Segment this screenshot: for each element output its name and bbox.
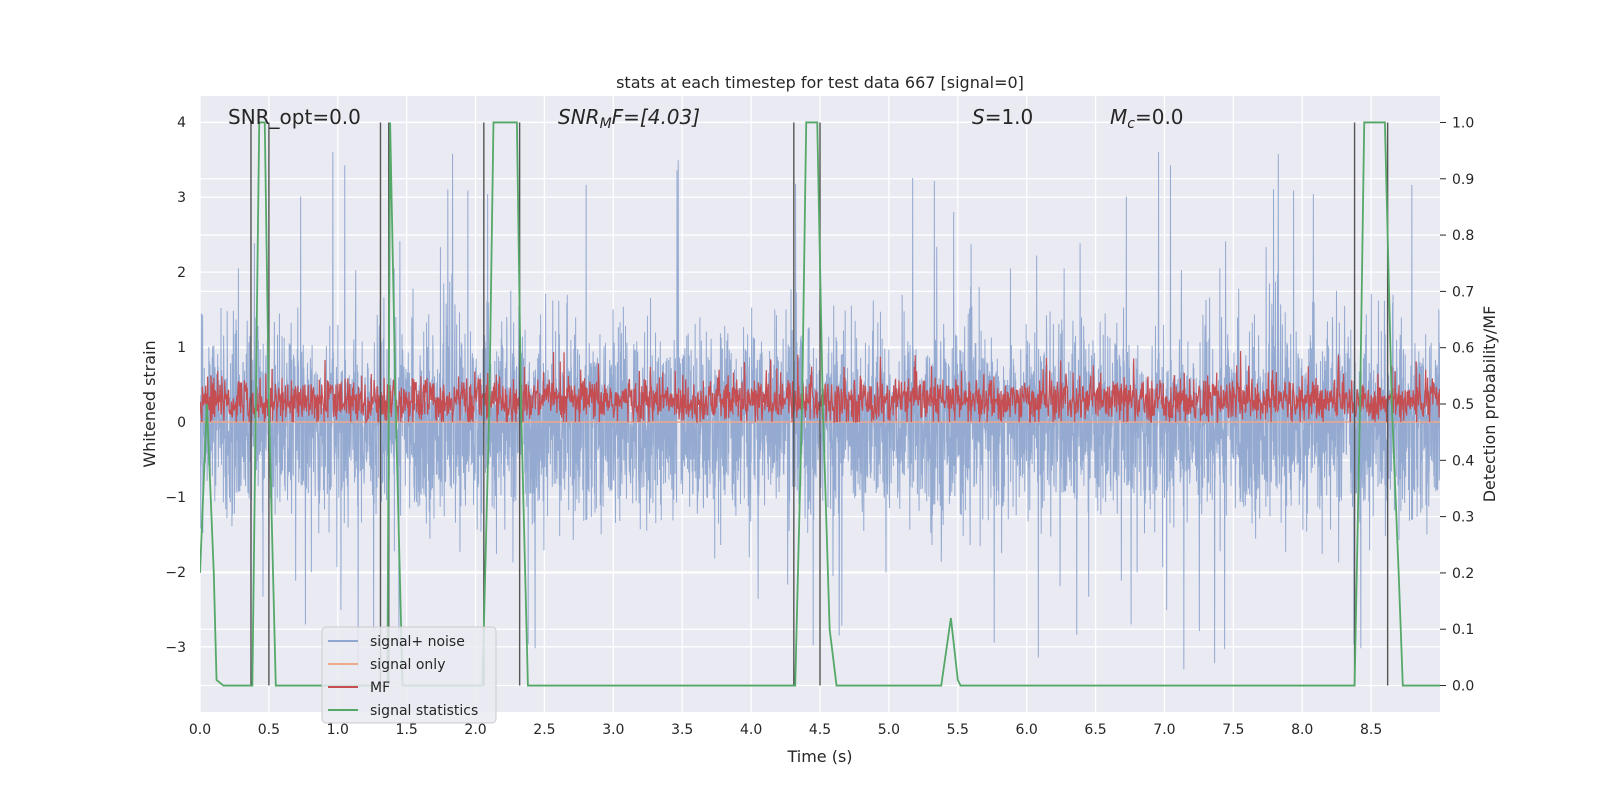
x-tick-label-5: 2.5 [533,722,555,738]
x-tick-label-6: 3.0 [602,722,624,738]
annotation-snr-mf-sub: M [600,116,612,132]
y-right-tick-label-3: 0.3 [1452,510,1474,526]
y-right-tick-label-9: 0.9 [1452,172,1474,188]
annotation-snr-mf-main: SNR [558,105,600,129]
y-left-tick-label-5: 2 [177,265,186,281]
y-right-tick-label-2: 0.2 [1452,566,1474,582]
legend-label-0: signal+ noise [370,634,465,650]
y-right-tick-label-10: 1.0 [1452,115,1474,131]
legend: signal+ noise signal only MF signal statist… [321,626,497,724]
annotation-snr-mf-tail: F=[4.03] [612,105,700,129]
y-left-tick-label-7: 4 [177,115,186,131]
y-right-tick-label-6: 0.6 [1452,341,1474,357]
annotation-snr-opt: SNR_opt=0.0 [228,105,361,129]
x-tick-label-14: 7.0 [1153,722,1175,738]
annotation-s-main: S [972,105,985,129]
x-tick-label-9: 4.5 [809,722,831,738]
annotation-mc-sub: c [1127,116,1135,132]
y-left-tick-label-1: −2 [165,565,186,581]
annotation-mc: Mc=0.0 [1110,105,1184,132]
y-left-tick-label-0: −3 [165,640,186,656]
series-signal-statistics [200,121,1440,687]
y-axis-left-label: Whitened strain [140,340,159,467]
y-left-tick-label-6: 3 [177,190,186,206]
x-tick-label-1: 0.5 [258,722,280,738]
legend-label-3: signal statistics [370,703,478,719]
x-tick-label-12: 6.0 [1016,722,1038,738]
y-right-tick-label-7: 0.7 [1452,284,1474,300]
x-axis-label: Time (s) [786,747,852,766]
x-tick-label-0: 0.0 [189,722,211,738]
legend-label-1: signal only [370,657,445,673]
x-tick-label-4: 2.0 [464,722,486,738]
y-right-tick-label-0: 0.0 [1452,679,1474,695]
x-tick-label-13: 6.5 [1084,722,1106,738]
annotation-snr-mf: SNRMF=[4.03] [558,105,700,132]
annotation-s: S=1.0 [972,105,1033,129]
chart-title: stats at each timestep for test data 667… [616,73,1024,92]
y-right-tick-label-4: 0.4 [1452,453,1474,469]
x-tick-label-7: 3.5 [671,722,693,738]
x-tick-label-16: 8.0 [1291,722,1313,738]
annotation-mc-main: M [1110,105,1127,129]
y-right-tick-label-1: 0.1 [1452,622,1474,638]
y-left-tick-label-4: 1 [177,340,186,356]
x-tick-label-3: 1.5 [396,722,418,738]
x-tick-label-8: 4.0 [740,722,762,738]
y-right-tick-label-5: 0.5 [1452,397,1474,413]
y-left-tick-label-3: 0 [177,415,186,431]
annotation-s-tail: =1.0 [985,105,1034,129]
legend-label-2: MF [370,680,390,696]
x-tick-label-10: 5.0 [878,722,900,738]
x-tick-label-2: 1.0 [327,722,349,738]
x-axis: 0.0 0.5 1.0 1.5 2.0 2.5 3.0 3.5 4.0 4.5 5.0 5.5 6.0 6… [189,722,1382,738]
annotation-mc-tail: =0.0 [1135,105,1184,129]
x-tick-label-15: 7.5 [1222,722,1244,738]
y-axis-right-label: Detection probability/MF [1480,306,1499,503]
legend-box [321,626,497,724]
y-right-tick-label-8: 0.8 [1452,228,1474,244]
y-left-tick-label-2: −1 [165,490,186,506]
x-tick-label-17: 8.5 [1360,722,1382,738]
x-tick-label-11: 5.5 [947,722,969,738]
y-axis-right: 0.0 0.1 0.2 0.3 0.4 0.5 0.6 0.7 0.8 0.9 1.0 [1440,115,1474,695]
y-axis-left: −3 −2 −1 0 1 2 3 4 [165,115,186,656]
plot-area [200,121,1440,687]
